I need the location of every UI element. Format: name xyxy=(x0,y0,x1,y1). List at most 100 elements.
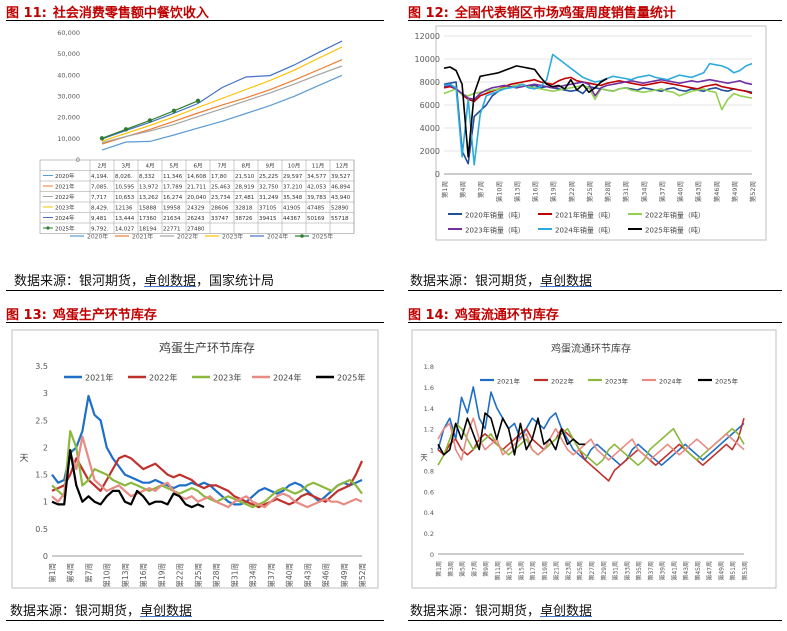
x-tick-label: 第51周 xyxy=(729,561,737,581)
x-tick-label: 第31周 xyxy=(621,181,630,202)
y-tick-label: 30,000 xyxy=(57,93,80,101)
legend-label: 2021年 xyxy=(132,233,153,241)
figure-14-source: 数据来源：银河期货，卓创数据 xyxy=(410,600,592,619)
table-cell: 26243 xyxy=(187,216,205,222)
x-tick-label: 第19周 xyxy=(549,181,558,202)
table-cell: 13,444 xyxy=(115,216,135,222)
x-tick-label: 第25周 xyxy=(193,563,203,588)
series-line-2021年 xyxy=(101,59,343,145)
y-tick-label: 2 xyxy=(43,443,48,452)
legend-label: 2022年 xyxy=(149,373,177,383)
legend-label: 2025年 xyxy=(715,377,739,386)
x-tick-label: 第37周 xyxy=(647,561,655,581)
legend-label: 2025年 xyxy=(337,373,365,383)
table-cell: 28,919 xyxy=(235,185,255,191)
x-tick-label: 第11周 xyxy=(494,561,502,581)
legend-label: 2024年 xyxy=(659,377,683,386)
table-cell: 13,972 xyxy=(139,185,158,191)
x-tick-label: 第19周 xyxy=(156,563,166,588)
table-header-cell: 4月 xyxy=(146,163,155,170)
x-tick-label: 第13周 xyxy=(506,561,514,581)
series-line-2022年 xyxy=(51,454,364,509)
x-tick-label: 第16周 xyxy=(531,181,540,202)
series-line-2025年 xyxy=(51,449,205,509)
table-cell: 39415 xyxy=(259,216,277,222)
table-cell: 21,510 xyxy=(235,174,255,180)
figure-12-caption: 全国代表销区市场鸡蛋周度销售量统计 xyxy=(454,6,676,21)
x-tick-label: 第28周 xyxy=(603,181,612,202)
x-tick-label: 第49周 xyxy=(717,561,725,581)
table-cell: 32818 xyxy=(235,206,253,212)
table-header-cell: 8月 xyxy=(242,163,251,170)
source-link[interactable]: 卓创数据 xyxy=(540,604,593,619)
table-cell: 12136 xyxy=(115,206,133,212)
figure-12-source: 数据来源：银河期货，卓创数据 xyxy=(410,270,592,289)
series-line-2024年 xyxy=(101,40,343,140)
legend-label: 2022年 xyxy=(177,233,198,241)
x-tick-label: 第31周 xyxy=(612,561,620,581)
legend-label: 2023年销量（吨） xyxy=(465,226,525,235)
table-cell: 55718 xyxy=(331,216,349,222)
table-row-label: 2020年 xyxy=(55,172,75,180)
x-tick-label: 第25周 xyxy=(576,561,584,581)
y-tick-label: 0.6 xyxy=(424,488,434,496)
x-tick-label: 第25周 xyxy=(585,181,594,202)
figure-12-title: 图 12: 全国代表销区市场鸡蛋周度销售量统计 xyxy=(408,2,676,21)
table-cell: 52890 xyxy=(331,206,349,212)
table-header-cell: 12月 xyxy=(336,163,349,170)
series-marker-2025年 xyxy=(123,127,129,132)
table-header-cell: 10月 xyxy=(288,163,301,170)
table-cell: 17,789 xyxy=(163,185,183,191)
table-cell: 21,711 xyxy=(187,185,206,191)
source-link[interactable]: 卓创数据 xyxy=(140,604,193,619)
figure-11-caption: 社会消费零售额中餐饮收入 xyxy=(52,6,209,21)
table-cell: 8,332 xyxy=(139,174,155,180)
series-marker-2025年 xyxy=(99,136,105,141)
figure-11-rule xyxy=(6,20,384,21)
x-tick-label: 第35周 xyxy=(635,561,643,581)
x-tick-label: 第43周 xyxy=(694,181,703,202)
figure-13-title: 图 13: 鸡蛋生产环节库存 xyxy=(6,304,157,323)
x-tick-label: 第22周 xyxy=(567,181,576,202)
series-line-2024年销量（吨） xyxy=(443,53,753,166)
y-tick-label: 3.5 xyxy=(35,362,48,371)
table-row-label: 2024年 xyxy=(55,214,75,222)
y-tick-label: 60,000 xyxy=(57,29,80,37)
legend-label: 2021年销量（吨） xyxy=(555,211,615,220)
table-cell: 46,894 xyxy=(331,185,351,191)
y-tick-label: 10,000 xyxy=(57,135,80,143)
legend-label: 2023年 xyxy=(213,373,241,383)
y-tick-label: 0 xyxy=(43,552,48,561)
table-cell: 39,783 xyxy=(307,195,327,201)
series-line-2020年销量（吨） xyxy=(443,81,753,165)
table-cell: 13,262 xyxy=(139,195,158,201)
series-line-2023年 xyxy=(437,422,745,466)
table-cell: 14,608 xyxy=(187,174,207,180)
table-cell: 37,210 xyxy=(283,185,303,191)
table-cell: 41905 xyxy=(283,206,301,212)
x-tick-label: 第23周 xyxy=(564,561,572,581)
table-cell: 8,429. xyxy=(91,206,109,212)
series-line-2020年 xyxy=(101,74,343,151)
series-marker-2025年 xyxy=(195,98,201,104)
source-link[interactable]: 卓创数据 xyxy=(540,274,593,289)
series-line-2024年 xyxy=(437,417,745,461)
chart-egg-weekly-sales: 0 2000 4000 6000 8000 10000 12000 第1周 第4周 第7周 第10周… xyxy=(415,25,767,241)
table-cell: 35,348 xyxy=(283,195,303,201)
x-tick-label: 第9周 xyxy=(482,561,490,577)
series-line-2021年 xyxy=(437,386,745,466)
y-tick-label: 0 xyxy=(430,551,434,559)
source-link[interactable]: 卓创数据 xyxy=(144,274,197,289)
figure-14-number: 图 14: xyxy=(408,308,449,323)
y-tick-label: 1.8 xyxy=(424,363,434,371)
y-tick-label: 8000 xyxy=(420,78,440,87)
series-marker-2025年 xyxy=(147,118,153,123)
y-tick-label: 10000 xyxy=(415,55,440,64)
x-tick-label: 第37周 xyxy=(266,563,276,588)
table-row-label: 2023年 xyxy=(55,204,75,212)
series-line-2025年销量（吨） xyxy=(443,65,608,158)
x-tick-label: 第49周 xyxy=(339,563,349,588)
x-tick-label: 第41周 xyxy=(670,561,678,581)
y-tick-label: 2.5 xyxy=(35,416,48,425)
